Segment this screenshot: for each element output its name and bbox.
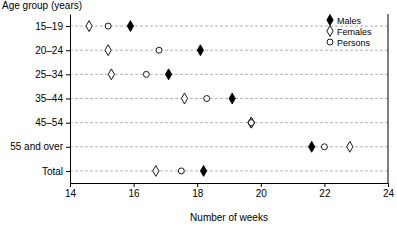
- point: [108, 69, 114, 80]
- grid-line: [70, 170, 388, 171]
- y-tick-mark: [66, 50, 70, 51]
- y-tick: 45–54: [35, 117, 70, 128]
- point: [105, 23, 111, 29]
- point: [197, 45, 203, 56]
- x-tick-label: 20: [256, 188, 268, 199]
- y-tick-mark: [66, 74, 70, 75]
- point: [321, 144, 327, 150]
- point: [178, 168, 184, 174]
- y-tick-mark: [66, 123, 70, 124]
- legend-label: Males: [337, 16, 362, 26]
- legend-item: Females: [327, 26, 372, 37]
- y-axis: 15–19 20–24 25–34 35–44 45–54 55 and over Tota…: [10, 15, 70, 184]
- plot: 14 16 18 20 22 24 15–19 20–24 25–34 35–44 45–54 55 …: [10, 14, 394, 199]
- y-tick-label: 15–19: [35, 21, 63, 32]
- y-tick: Total: [42, 166, 70, 177]
- legend-item: Males: [327, 15, 362, 26]
- point: [127, 21, 133, 32]
- y-tick-mark: [66, 147, 70, 148]
- point: [105, 45, 111, 56]
- x-tick-label: 24: [383, 188, 395, 199]
- point: [86, 21, 92, 32]
- series: [127, 21, 315, 177]
- y-tick-mark: [66, 99, 70, 100]
- x-tick-label: 22: [319, 188, 331, 199]
- point: [200, 166, 206, 177]
- x-tick: 14: [65, 183, 77, 199]
- y-tick: 25–34: [35, 69, 70, 80]
- grid-line: [70, 122, 388, 123]
- x-axis: 14 16 18 20 22 24: [65, 183, 395, 199]
- x-tick-label: 16: [129, 188, 141, 199]
- y-tick: 55 and over: [10, 141, 70, 152]
- point: [229, 93, 235, 104]
- y-tick-label: 55 and over: [10, 141, 63, 152]
- point: [248, 117, 254, 128]
- legend-label: Females: [337, 27, 372, 37]
- legend: MalesFemalesPersons: [327, 15, 372, 48]
- x-tick: 16: [129, 183, 141, 199]
- x-tick-label: 14: [65, 188, 77, 199]
- legend-marker: [327, 15, 333, 26]
- grid: [70, 26, 388, 171]
- x-tick: 20: [256, 183, 268, 199]
- y-tick-label: 20–24: [35, 45, 63, 56]
- y-axis-line: [70, 15, 71, 184]
- point: [309, 141, 315, 152]
- marks: [86, 21, 353, 177]
- legend-label: Persons: [337, 38, 371, 48]
- y-axis-title: Age group (years): [2, 0, 82, 11]
- y-tick: 20–24: [35, 45, 70, 56]
- point: [347, 141, 353, 152]
- x-tick: 18: [192, 183, 204, 199]
- grid-line: [70, 74, 388, 75]
- legend-marker: [327, 39, 333, 45]
- y-tick-mark: [66, 171, 70, 172]
- y-tick-label: 45–54: [35, 117, 63, 128]
- x-tick-mark: [197, 183, 198, 187]
- point: [143, 71, 149, 77]
- point: [156, 47, 162, 53]
- x-tick-mark: [261, 183, 262, 187]
- y-tick-label: 25–34: [35, 69, 63, 80]
- x-axis-title: Number of weeks: [190, 212, 268, 223]
- y-tick-label: Total: [42, 166, 63, 177]
- point: [181, 93, 187, 104]
- x-tick-label: 18: [192, 188, 204, 199]
- x-tick-mark: [134, 183, 135, 187]
- x-axis-line: [71, 183, 389, 184]
- x-tick-mark: [324, 183, 325, 187]
- x-tick: 22: [319, 183, 331, 199]
- point: [153, 166, 159, 177]
- frame: [388, 14, 389, 183]
- grid-line: [70, 146, 388, 147]
- y-tick-label: 35–44: [35, 93, 63, 104]
- y-tick-mark: [66, 26, 70, 27]
- x-tick-mark: [388, 183, 389, 187]
- point: [248, 117, 254, 128]
- series: [105, 23, 327, 174]
- point: [204, 96, 210, 102]
- chart: 14 16 18 20 22 24 15–19 20–24 25–34 35–44 45–54 55 …: [0, 0, 397, 227]
- legend-item: Persons: [327, 38, 371, 48]
- y-tick: 35–44: [35, 93, 70, 104]
- point: [248, 120, 254, 126]
- x-tick: 24: [383, 183, 395, 199]
- y-tick: 15–19: [35, 21, 70, 32]
- x-tick-mark: [70, 183, 71, 187]
- point: [165, 69, 171, 80]
- series: [86, 21, 353, 177]
- legend-marker: [327, 26, 333, 37]
- grid-line: [70, 50, 388, 51]
